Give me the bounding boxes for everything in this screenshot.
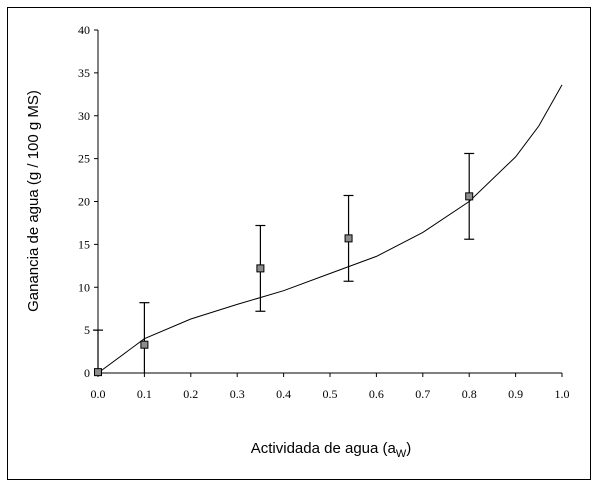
y-axis-label: Ganancia de agua (g / 100 g MS) — [25, 90, 42, 312]
error-bar — [139, 302, 150, 373]
x-tick-label: 0.6 — [369, 387, 384, 401]
y-tick-label: 0 — [84, 366, 90, 380]
x-tick-label: 1.0 — [555, 387, 570, 401]
x-axis-label: Actividada de agua (aW) — [251, 440, 412, 460]
y-tick-label: 25 — [78, 152, 90, 166]
data-point — [256, 264, 265, 273]
data-points — [94, 192, 474, 377]
x-tick-label: 0.4 — [276, 387, 291, 401]
data-point — [465, 192, 474, 201]
data-point — [140, 340, 149, 349]
y-axis-ticks: 0 5 10 15 20 25 30 35 40 — [78, 23, 98, 380]
y-tick-label: 30 — [78, 109, 90, 123]
y-tick-label: 10 — [78, 280, 90, 294]
x-tick-label: 0.8 — [462, 387, 477, 401]
error-bar — [93, 329, 103, 373]
x-axis-label-main: Actividada de agua (a — [251, 440, 397, 457]
x-tick-label: 0.5 — [323, 387, 338, 401]
chart-frame — [7, 7, 591, 480]
y-tick-label: 40 — [78, 23, 90, 37]
x-axis-label-sub: W — [396, 448, 407, 460]
x-tick-label: 0.7 — [415, 387, 430, 401]
axes — [97, 30, 562, 374]
data-point — [94, 368, 102, 377]
y-tick-label: 35 — [78, 66, 90, 80]
x-tick-label: 0.3 — [230, 387, 245, 401]
x-axis-label-close: ) — [406, 440, 411, 457]
y-tick-label: 20 — [78, 195, 90, 209]
y-tick-label: 15 — [78, 237, 90, 251]
error-bars — [93, 152, 475, 373]
y-tick-label: 5 — [84, 323, 90, 337]
data-point — [344, 234, 353, 243]
fit-curve — [97, 84, 563, 374]
x-tick-label: 0.9 — [508, 387, 523, 401]
x-tick-label: 0.0 — [91, 387, 106, 401]
x-tick-label: 0.2 — [183, 387, 198, 401]
x-axis-ticks: 0.0 0.1 0.2 0.3 0.4 0.5 0.6 0.7 0.8 0.9 1.0 — [91, 373, 570, 401]
x-tick-label: 0.1 — [137, 387, 152, 401]
